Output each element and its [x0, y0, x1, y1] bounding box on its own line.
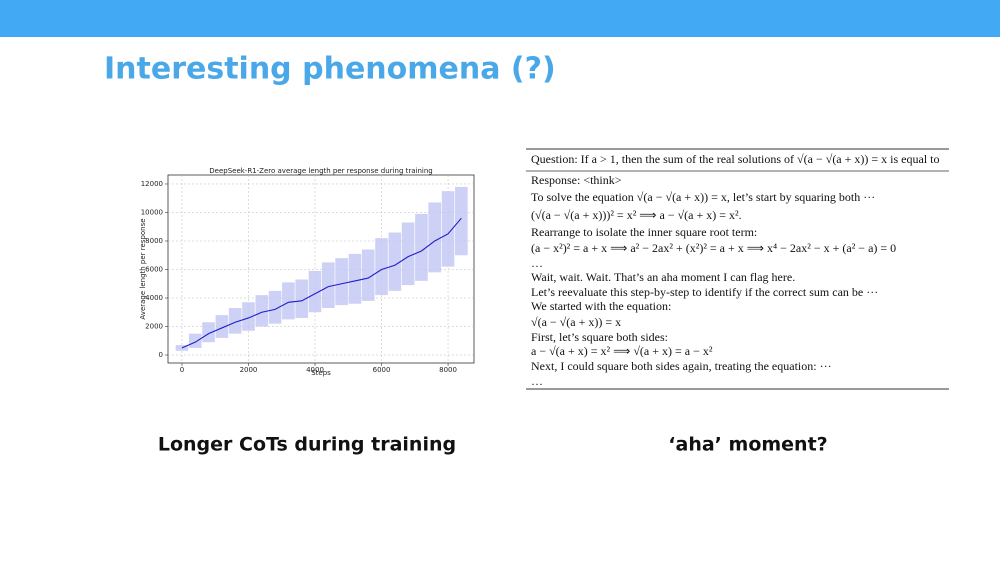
response-line: …	[531, 256, 543, 270]
chart-title: DeepSeek-R1-Zero average length per resp…	[209, 167, 432, 175]
response-line: Wait, wait. Wait. That’s an aha moment I…	[531, 270, 795, 284]
y-axis-label: Average length per response	[139, 218, 147, 319]
x-tick-label: 2000	[240, 366, 258, 374]
response-line: √(a − √(a + x)) = x	[531, 315, 621, 329]
x-tick-label: 8000	[439, 366, 457, 374]
left-caption: Longer CoTs during training	[158, 434, 456, 456]
response-line: Next, I could square both sides again, t…	[531, 359, 832, 373]
y-tick-label: 10000	[141, 208, 163, 216]
slide-title: Interesting phenomena (?)	[104, 52, 556, 87]
x-tick-label: 6000	[373, 366, 391, 374]
response-line: Let’s reevaluate this step-by-step to id…	[531, 285, 878, 299]
x-tick-label: 4000	[306, 366, 324, 374]
response-line: (a − x²)² = a + x ⟹ a² − 2ax² + (x²)² = …	[531, 241, 896, 255]
y-tick-label: 4000	[145, 294, 163, 302]
series-line	[181, 217, 462, 349]
y-tick-label: 12000	[141, 180, 163, 188]
x-tick-label: 0	[180, 366, 184, 374]
response-line: (√(a − √(a + x)))² = x² ⟹ a − √(a + x) =…	[531, 208, 742, 222]
text-panel: Question: If a > 1, then the sum of the …	[526, 148, 949, 390]
y-tick-label: 8000	[145, 237, 163, 245]
chart: DeepSeek-R1-Zero average length per resp…	[139, 167, 475, 377]
y-tick-label: 0	[159, 351, 163, 359]
response-line: Rearrange to isolate the inner square ro…	[531, 225, 757, 239]
y-tick-label: 2000	[145, 323, 163, 331]
question: Question: If a > 1, then the sum of the …	[531, 152, 940, 166]
response-line: First, let’s square both sides:	[531, 330, 668, 344]
y-tick-label: 6000	[145, 265, 163, 273]
response-line: …	[531, 374, 543, 388]
response-line: To solve the equation √(a − √(a + x)) = …	[531, 190, 875, 204]
x-axis-label: Steps	[311, 369, 331, 377]
right-caption: ‘aha’ moment?	[668, 434, 827, 456]
top-bar	[0, 0, 1000, 37]
response-line: We started with the equation:	[531, 299, 671, 313]
response-line: Response: <think>	[531, 173, 622, 187]
response-line: a − √(a + x) = x² ⟹ √(a + x) = a − x²	[531, 344, 713, 358]
